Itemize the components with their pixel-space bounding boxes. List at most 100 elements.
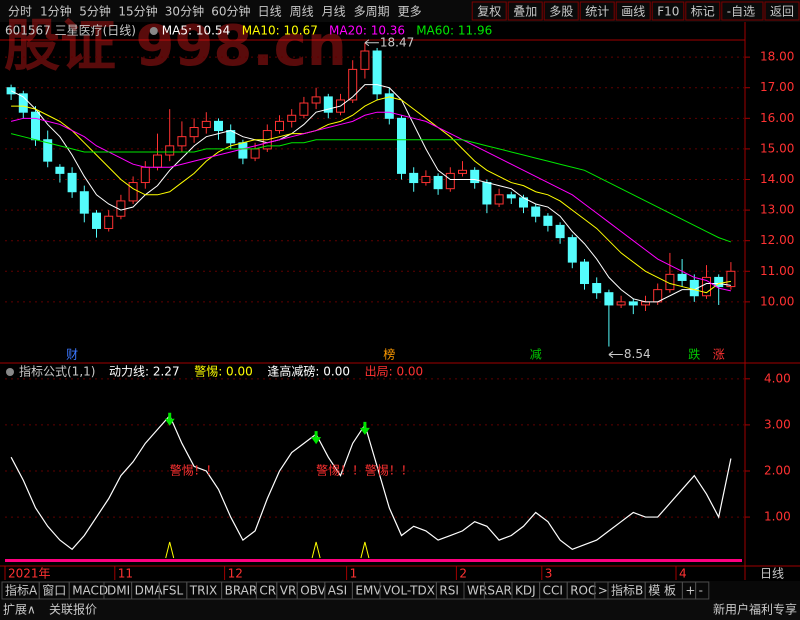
signal-arrow — [164, 412, 175, 426]
date-label: 1 — [350, 567, 358, 581]
indicator-title: 指标公式(1,1) — [19, 364, 95, 379]
toolbar-button[interactable]: -自选 — [727, 5, 755, 19]
date-label: 2 — [459, 567, 467, 581]
event-marker[interactable]: 跌 — [688, 347, 700, 362]
candle-body — [214, 120, 223, 132]
y-tick-label: 18.00 — [760, 50, 794, 64]
candle-body — [55, 166, 65, 174]
y-tick-label: 3.00 — [764, 417, 791, 431]
tab[interactable]: 指标B — [611, 583, 643, 598]
tab[interactable]: ROC — [570, 584, 596, 598]
tab[interactable]: DMI — [107, 584, 130, 598]
date-label: 4 — [679, 567, 687, 581]
candle-body — [299, 102, 309, 116]
toolbar-button[interactable]: 周线 — [290, 5, 314, 19]
tab[interactable]: CCI — [543, 584, 563, 598]
footer-link[interactable]: 新用户福利专享 — [713, 602, 797, 617]
signal-triangle — [360, 541, 370, 559]
tab[interactable]: > — [598, 584, 608, 598]
event-marker[interactable]: 涨 — [713, 347, 725, 362]
annotation-arrow — [364, 39, 379, 47]
signal-arrow — [311, 431, 322, 445]
tab-frame — [695, 581, 710, 600]
legend-entry: 逢高减磅: 0.00 — [267, 364, 350, 379]
toolbar-button[interactable]: 月线 — [322, 5, 346, 19]
date-label: 11 — [118, 567, 133, 581]
toolbar-button[interactable]: 统计 — [585, 5, 609, 19]
toolbar-button[interactable]: 分时 — [8, 5, 32, 19]
toolbar-button-frame — [507, 1, 543, 21]
candle-body — [79, 191, 89, 214]
tab[interactable]: + — [685, 584, 695, 598]
toolbar-button[interactable]: 1分钟 — [40, 4, 72, 19]
candle-body — [287, 114, 297, 122]
toolbar-button[interactable]: F10 — [657, 5, 679, 19]
candle-body — [348, 68, 358, 101]
tab[interactable]: ASI — [328, 584, 347, 598]
tab[interactable]: MACD — [72, 584, 108, 598]
candle-body — [165, 145, 175, 156]
signal-triangle — [311, 541, 321, 559]
tab[interactable]: DMA — [135, 584, 164, 598]
candle-body — [250, 148, 260, 159]
candle-body — [18, 93, 28, 113]
tab[interactable]: EMV — [355, 584, 382, 598]
y-tick-label: 1.00 — [764, 510, 791, 524]
tab[interactable]: 模 板 — [648, 584, 676, 598]
tab[interactable]: OBV — [300, 584, 326, 598]
toolbar-button[interactable]: 标记 — [691, 5, 715, 19]
settings-icon[interactable] — [149, 27, 158, 35]
tab[interactable]: RSI — [439, 584, 459, 598]
toolbar-button[interactable]: 多股 — [549, 5, 573, 19]
candle-body — [43, 139, 53, 162]
toolbar-button[interactable]: 5分钟 — [79, 4, 111, 19]
toolbar-button-frame — [579, 1, 615, 21]
annotation: 8.54 — [624, 347, 651, 361]
event-marker[interactable]: 榜 — [383, 347, 395, 362]
candle-body — [372, 50, 382, 95]
signal-label: 警惕！！ — [365, 463, 413, 478]
toolbar-button[interactable]: 日线 — [258, 5, 282, 19]
candle-body — [360, 50, 370, 70]
tab[interactable]: - — [699, 584, 703, 598]
candle-body — [445, 172, 455, 190]
toolbar-button[interactable]: 多周期 — [354, 5, 390, 19]
annotation: 18.47 — [380, 35, 414, 49]
footer-button[interactable]: 扩展∧ — [3, 603, 36, 617]
event-marker[interactable]: 减 — [530, 348, 542, 362]
indicator-line — [10, 414, 732, 551]
tab[interactable]: KDJ — [515, 584, 536, 598]
candle-body — [384, 93, 394, 119]
tab[interactable]: 指标A — [5, 583, 38, 598]
toolbar-button[interactable]: 30分钟 — [165, 4, 204, 19]
event-marker[interactable]: 财 — [66, 348, 78, 362]
toolbar-button[interactable]: 15分钟 — [118, 4, 157, 19]
tab[interactable]: FSL — [162, 584, 183, 598]
toolbar-button[interactable]: 画线 — [621, 5, 645, 19]
toolbar-button[interactable]: 60分钟 — [211, 4, 250, 19]
toolbar-button-frame — [543, 1, 579, 21]
candle-body — [67, 172, 77, 193]
footer-button[interactable]: 关联报价 — [49, 602, 97, 617]
candle-body — [409, 172, 419, 184]
toolbar-button[interactable]: 更多 — [398, 5, 422, 19]
settings-icon[interactable] — [6, 368, 14, 376]
tab[interactable]: CR — [259, 584, 276, 598]
chart-title: 601567 三星医疗(日线) — [5, 24, 136, 38]
toolbar-button[interactable]: 返回 — [770, 5, 794, 19]
toolbar-button[interactable]: 复权 — [477, 5, 501, 19]
candle-body — [31, 111, 40, 141]
tab[interactable]: VR — [280, 584, 297, 598]
toolbar-button[interactable]: 叠加 — [513, 5, 537, 19]
tab[interactable]: 窗口 — [42, 584, 66, 598]
tab[interactable]: BRAR — [225, 584, 258, 598]
candle-body — [616, 301, 626, 306]
candle-body — [714, 276, 724, 288]
y-tick-label: 12.00 — [760, 233, 794, 247]
tab[interactable]: WR — [467, 584, 487, 598]
candle-body — [494, 194, 504, 205]
tab[interactable]: SAR — [487, 584, 511, 598]
tab[interactable]: TRIX — [189, 584, 217, 598]
tab[interactable]: VOL-TDX — [383, 584, 435, 598]
